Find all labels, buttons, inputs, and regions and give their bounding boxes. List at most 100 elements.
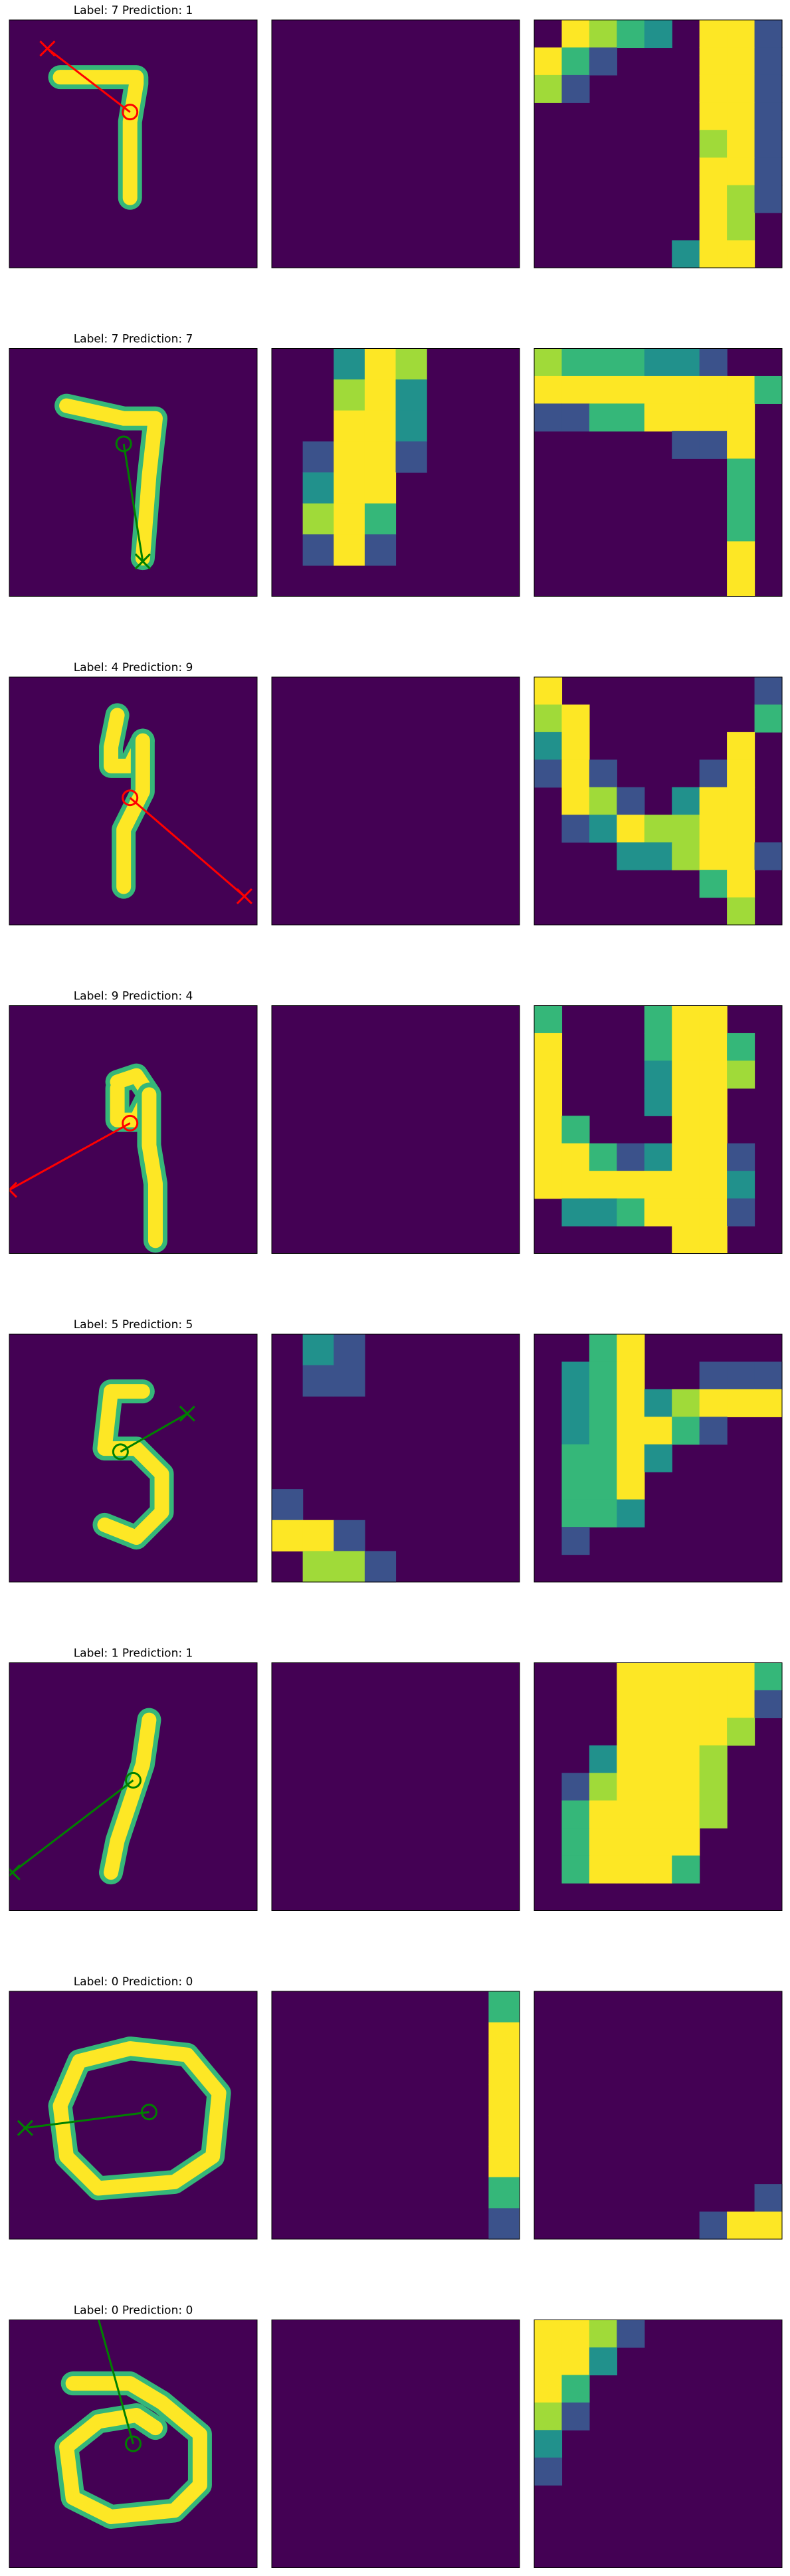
zoom-patch-cell (727, 375, 755, 404)
zoom-patch-cell (727, 1361, 755, 1390)
glimpse-patch-cell (334, 503, 365, 535)
input-image-frame (9, 676, 258, 926)
zoom-patch-cell (589, 1855, 617, 1884)
zoom-patch-cell (672, 1718, 700, 1746)
digit-stroke (52, 70, 144, 205)
zoom-patch-cell (699, 1116, 728, 1144)
zoom-patch-cell (561, 47, 590, 76)
zoom-patch-cell (699, 74, 728, 103)
zoom-patch-cell (534, 1171, 563, 1199)
zoom-patch-cell (727, 815, 755, 843)
zoom-patch-cell (644, 1690, 672, 1718)
zoom-patch-cell (699, 431, 728, 459)
zoom-patch-cell (561, 759, 590, 788)
zoom-patch-cell (699, 1198, 728, 1227)
zoom-patch-cell (561, 2375, 590, 2403)
zoom-patch-cell (727, 157, 755, 186)
zoom-patch-cell (534, 1033, 563, 1061)
zoom-patch-cell (727, 1662, 755, 1691)
glimpse-patch-cell (364, 534, 397, 566)
zoom-patch-cell (672, 375, 700, 404)
zoom-patch-panel (534, 1334, 783, 1583)
glimpse-patch-panel (271, 1662, 520, 1911)
zoom-patch-cell (617, 1499, 645, 1528)
zoom-patch-cell (617, 2320, 645, 2348)
glimpse-line (120, 1413, 188, 1453)
zoom-patch-cell (589, 1361, 617, 1390)
zoom-patch-cell (754, 375, 783, 404)
glimpse-start-marker (140, 2104, 157, 2121)
zoom-patch-cell (644, 20, 672, 49)
zoom-patch-cell (644, 375, 672, 404)
input-image-frame (9, 348, 258, 597)
zoom-patch-cell (754, 1389, 783, 1417)
zoom-patch-cell (644, 348, 672, 377)
glimpse-patch-cell (488, 2146, 520, 2178)
glimpse-patch-cell (395, 441, 427, 473)
zoom-patch-cell (561, 1361, 590, 1390)
zoom-patch-cell (644, 1198, 672, 1227)
glimpse-path (112, 1405, 195, 1460)
glimpse-patch-cell (364, 410, 397, 442)
zoom-patch-cell (589, 1472, 617, 1500)
zoom-patch-cell (644, 815, 672, 843)
glimpse-patch-cell (364, 348, 397, 380)
glimpse-patch-panel (271, 1991, 520, 2240)
zoom-patch-cell (589, 787, 617, 815)
zoom-patch-cell (672, 815, 700, 843)
zoom-patch-cell (644, 1417, 672, 1445)
zoom-patch-cell (672, 431, 700, 459)
zoom-patch-panel (534, 1005, 783, 1254)
zoom-patch-cell (534, 759, 563, 788)
glimpse-patch-frame (271, 2320, 520, 2568)
zoom-patch-cell (754, 185, 783, 213)
glimpse-patch-cell (334, 1520, 365, 1551)
glimpse-patch-cell (488, 2053, 520, 2085)
zoom-patch-cell (617, 1361, 645, 1390)
zoom-patch-cell (534, 1088, 563, 1116)
zoom-patch-cell (672, 787, 700, 815)
input-image-panel (9, 676, 258, 926)
glimpse-patch-background (272, 2320, 520, 2568)
glimpse-patch-frame (271, 1662, 520, 1911)
zoom-patch-cell (727, 870, 755, 898)
zoom-patch-cell (589, 1143, 617, 1171)
zoom-patch-cell (561, 732, 590, 760)
glimpse-patch-cell (302, 534, 334, 566)
zoom-patch-cell (672, 1828, 700, 1856)
zoom-patch-cell (727, 541, 755, 569)
zoom-patch-cell (561, 403, 590, 432)
glimpse-end-marker (236, 888, 252, 905)
zoom-patch-cell (672, 348, 700, 377)
zoom-patch-cell (754, 20, 783, 49)
zoom-patch-cell (672, 1690, 700, 1718)
zoom-patch-cell (589, 759, 617, 788)
glimpse-start-marker (125, 2435, 142, 2452)
zoom-patch-panel (534, 1991, 783, 2240)
zoom-patch-cell (727, 897, 755, 926)
glimpse-start-marker (112, 1443, 129, 1460)
zoom-patch-cell (561, 1116, 590, 1144)
zoom-patch-cell (561, 815, 590, 843)
zoom-patch-cell (699, 348, 728, 377)
glimpse-path (9, 1114, 139, 1198)
zoom-patch-cell (534, 2457, 563, 2486)
zoom-patch-cell (672, 1226, 700, 1254)
zoom-patch-cell (589, 815, 617, 843)
zoom-patch-cell (754, 704, 783, 733)
zoom-patch-cell (754, 842, 783, 870)
input-image-panel (9, 348, 258, 597)
glimpse-end-marker (17, 2120, 33, 2136)
glimpse-patch-cell (334, 348, 365, 380)
sample-row: Label: 9 Prediction: 4 (9, 990, 783, 1254)
glimpse-path (115, 435, 151, 569)
zoom-patch-cell (617, 1444, 645, 1472)
input-image-frame (9, 1334, 258, 1583)
glimpse-path (39, 40, 139, 121)
zoom-patch-cell (617, 1334, 645, 1363)
glimpse-patch-cell (395, 379, 427, 411)
zoom-patch-cell (699, 1033, 728, 1061)
zoom-patch-cell (644, 1389, 672, 1417)
input-image-frame (9, 1662, 258, 1911)
zoom-patch-cell (561, 1444, 590, 1472)
